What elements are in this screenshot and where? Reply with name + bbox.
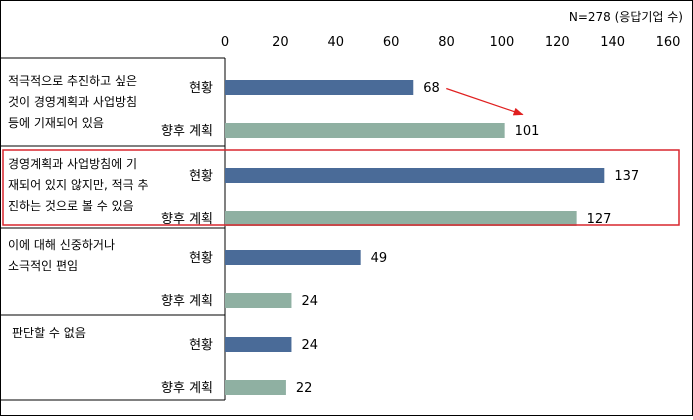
data-label: 49 [371, 251, 388, 266]
x-tick-label: 20 [272, 35, 289, 50]
category-label-line: 진하는 것으로 볼 수 있음 [8, 199, 134, 213]
bar [225, 293, 292, 308]
data-label: 127 [587, 212, 612, 227]
bar [225, 211, 577, 226]
x-tick-label: 0 [221, 35, 229, 50]
annotation-arrow [446, 87, 524, 116]
category-label-line: 재되어 있지 않지만, 적극 추 [8, 178, 149, 192]
data-label: 68 [423, 81, 440, 96]
category-label-line: 등에 기재되어 있음 [8, 116, 104, 130]
series-label: 현황 [189, 169, 213, 184]
series-label: 향후 계획 [161, 294, 213, 309]
x-tick-label: 120 [545, 35, 570, 50]
x-tick-label: 100 [489, 35, 514, 50]
x-tick-label: 40 [327, 35, 344, 50]
series-label: 현황 [189, 81, 213, 96]
data-label: 101 [515, 124, 540, 139]
x-tick-label: 140 [600, 35, 625, 50]
bar [225, 123, 505, 138]
x-tick-label: 80 [438, 35, 455, 50]
series-label: 현황 [189, 251, 213, 266]
sample-size-note: N=278 (응답기업 수) [569, 10, 683, 24]
highlight-box [2, 149, 680, 226]
bar [225, 250, 361, 265]
series-label: 향후 계획 [161, 124, 213, 139]
category-label-line: 적극적으로 추진하고 싶은 [8, 74, 137, 88]
series-label: 향후 계획 [161, 381, 213, 396]
series-label: 현황 [189, 338, 213, 353]
bar [225, 168, 605, 183]
category-label-line: 경영계획과 사업방침에 기 [8, 157, 137, 171]
bar [225, 80, 414, 95]
data-label: 24 [301, 294, 318, 309]
data-label: 22 [296, 381, 313, 396]
x-tick-label: 60 [383, 35, 400, 50]
data-label: 24 [301, 338, 318, 353]
bar [225, 380, 286, 395]
x-tick-label: 160 [656, 35, 681, 50]
category-label-line: 소극적인 편임 [8, 259, 78, 273]
series-label: 향후 계획 [161, 212, 213, 227]
category-label-line: 이에 대해 신중하거나 [8, 238, 115, 252]
bar [225, 337, 292, 352]
data-label: 137 [614, 169, 639, 184]
category-label-line: 것이 경영계획과 사업방침 [8, 95, 137, 109]
category-label-line: 판단할 수 없음 [12, 326, 86, 340]
